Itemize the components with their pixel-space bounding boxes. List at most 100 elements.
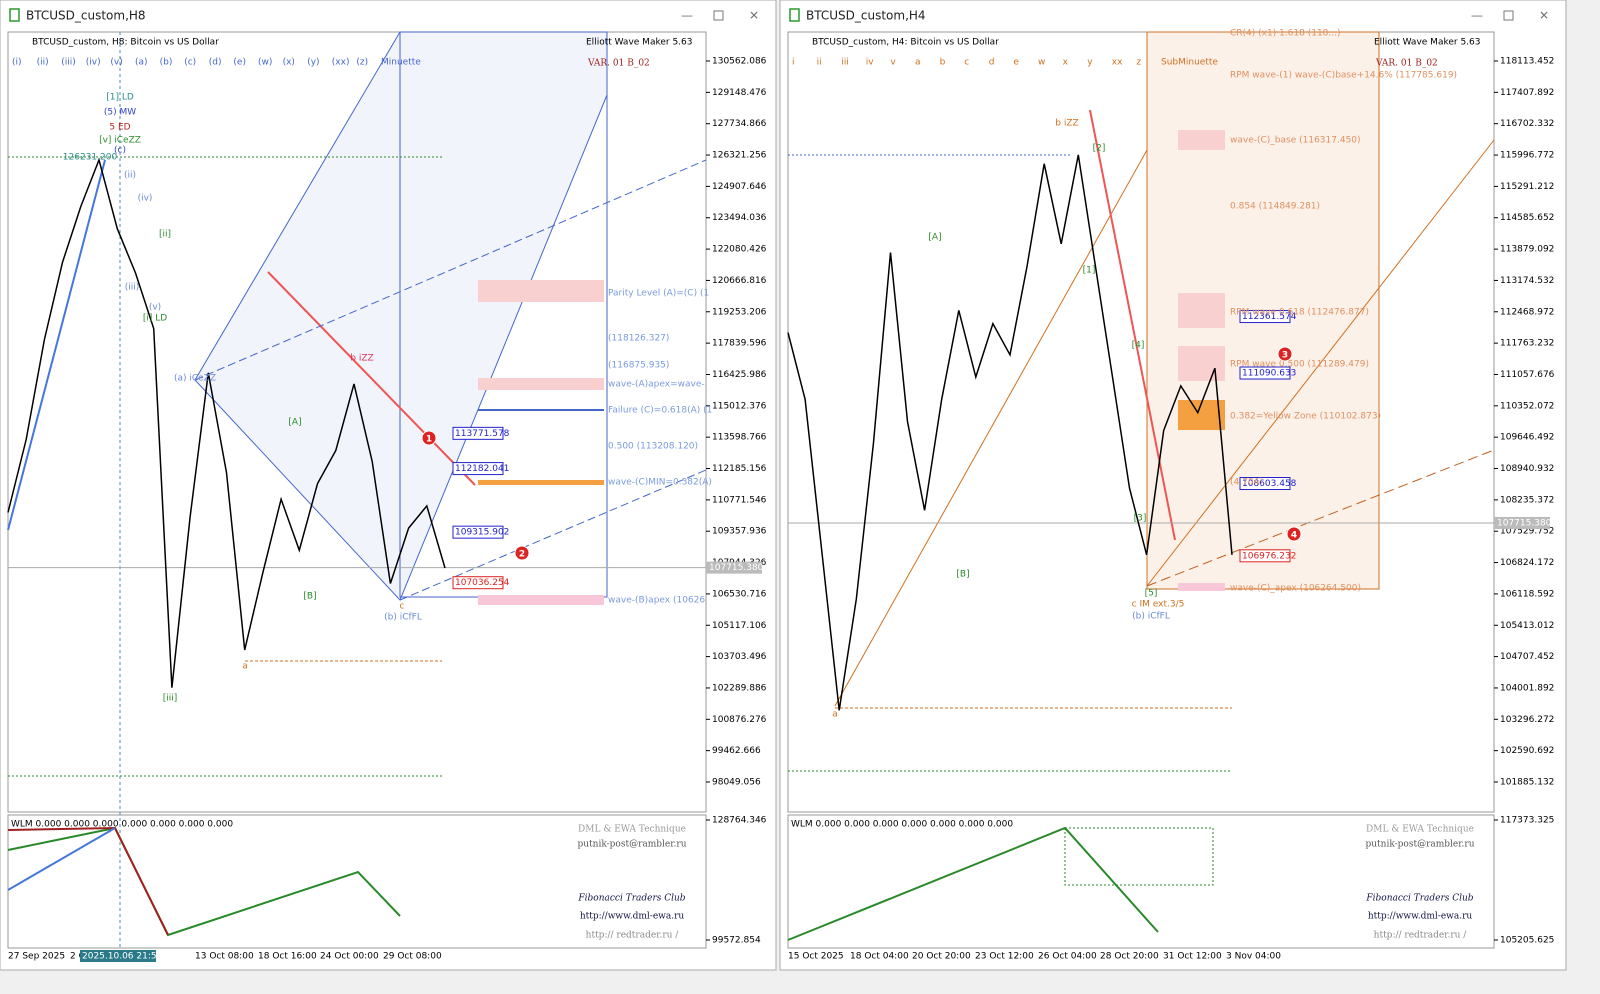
price-tag	[1239, 310, 1291, 324]
price-tick-label: 120666.816	[712, 276, 767, 286]
wave-button[interactable]: (x)	[283, 58, 295, 68]
price-tag	[452, 426, 504, 440]
trend-line	[1089, 109, 1176, 541]
time-label: 29 Oct 08:00	[383, 952, 442, 962]
wave-button[interactable]: a	[915, 58, 921, 68]
wave-button[interactable]: b	[940, 58, 946, 68]
price-tick-label: 101885.132	[1500, 778, 1554, 788]
price-tick-label: 108235.372	[1500, 495, 1554, 505]
price-tick-label: 102590.692	[1500, 746, 1554, 756]
price-tick-label: 115291.212	[1500, 182, 1554, 192]
price-tick-label: 119253.206	[712, 307, 767, 317]
fib-label: CR(4) (x1) 1.618 (118...)	[1230, 29, 1341, 39]
variant-label: VAR. 01 B_02	[587, 59, 650, 69]
wave-button[interactable]: ii	[817, 58, 822, 68]
price-tick-label: 109646.492	[1500, 433, 1554, 443]
indicator-text: WLM 0.000 0.000 0.000 0.000 0.000 0.000 …	[11, 820, 233, 830]
wave-button[interactable]: c	[964, 58, 969, 68]
wave-button[interactable]: i	[792, 58, 795, 68]
wave-button[interactable]: v	[890, 58, 896, 68]
indicator-tick-label: 99572.854	[712, 936, 761, 946]
price-tick-label: 111763.232	[1500, 339, 1554, 349]
price-tick-label: 129148.476	[712, 88, 767, 98]
price-tick-label: 102289.886	[712, 683, 767, 693]
price-tick-label: 103703.496	[712, 652, 767, 662]
wave-button[interactable]: iii	[841, 58, 849, 68]
trend-line	[834, 149, 1148, 707]
credit-text: http:// redtrader.ru /	[1374, 931, 1468, 941]
wave-button[interactable]: (y)	[307, 58, 319, 68]
maximize-button[interactable]	[1503, 10, 1514, 21]
wave-button[interactable]: (a)	[135, 58, 148, 68]
wave-label: [2]	[1093, 144, 1106, 154]
minimize-button[interactable]: —	[1471, 9, 1483, 23]
time-label: 27 Sep 2025	[8, 952, 65, 962]
fib-label: (4.704)	[1230, 478, 1263, 488]
price-tag	[452, 525, 504, 539]
price-tick-label: 110771.546	[712, 495, 767, 505]
price-tick-label: 123494.036	[712, 213, 767, 223]
wave-button[interactable]: (d)	[209, 58, 222, 68]
price-tick-label: 106530.716	[712, 589, 767, 599]
wave-button[interactable]: SubMinuette	[1161, 58, 1218, 68]
wave-button[interactable]: d	[989, 58, 995, 68]
zone	[1178, 583, 1225, 591]
wave-button[interactable]: (b)	[160, 58, 173, 68]
credit-text: http://www.dml-ewa.ru	[580, 912, 685, 922]
close-button[interactable]: ✕	[1539, 9, 1549, 23]
wave-button[interactable]: (e)	[233, 58, 246, 68]
wave-button[interactable]: iv	[866, 58, 875, 68]
wave-label: [v] iCeZZ	[99, 136, 141, 146]
wave-button[interactable]: (iii)	[61, 58, 76, 68]
price-tick-label: 113598.766	[712, 433, 767, 443]
wave-button[interactable]: (i)	[12, 58, 22, 68]
wave-label: [B]	[956, 570, 969, 580]
price-tick-label: 122080.426	[712, 245, 767, 255]
marker-label: 1	[426, 435, 432, 445]
wave-button[interactable]: xx	[1112, 58, 1123, 68]
window-title: BTCUSD_custom,H8	[26, 9, 146, 23]
wave-button[interactable]: w	[1038, 58, 1045, 68]
price-line	[7, 157, 446, 688]
wave-button[interactable]: (c)	[184, 58, 196, 68]
wave-label: [iii]	[163, 694, 178, 704]
wave-button[interactable]: (v)	[110, 58, 122, 68]
close-button[interactable]: ✕	[749, 9, 759, 23]
price-tick-label: 130562.086	[712, 57, 767, 67]
window-title: BTCUSD_custom,H4	[806, 9, 926, 23]
marker	[1286, 526, 1302, 542]
price-tag-label: 111090.633	[1242, 369, 1296, 379]
chart-window: BTCUSD_custom,H8 — ✕ BTCUSD_custom, H8: Bit…	[0, 0, 777, 971]
wave-button[interactable]: (z)	[356, 58, 368, 68]
wave-button[interactable]: (w)	[258, 58, 272, 68]
price-tick-label: 104707.452	[1500, 652, 1554, 662]
price-tick-label: 109357.936	[712, 527, 767, 537]
wlm-box	[1064, 827, 1214, 886]
wave-label: [3]	[1134, 514, 1147, 524]
wave-button[interactable]: x	[1063, 58, 1069, 68]
price-tag-label: 113771.578	[455, 429, 510, 439]
wave-button[interactable]: (xx)	[332, 58, 350, 68]
price-tag	[1239, 477, 1291, 491]
current-price-box	[1494, 516, 1550, 529]
wave-label: 5 ED	[109, 123, 130, 133]
time-label: 18 Oct 04:00	[850, 952, 909, 962]
wave-button[interactable]: (ii)	[37, 58, 49, 68]
wave-button[interactable]: (iv)	[86, 58, 101, 68]
minimize-button[interactable]: —	[681, 9, 693, 23]
zone	[1178, 130, 1225, 150]
wave-label: (5) MW	[104, 108, 136, 118]
trend-line	[7, 159, 106, 531]
marker-label: 2	[519, 550, 525, 560]
trend-line	[1146, 139, 1495, 587]
wave-button[interactable]: y	[1087, 58, 1093, 68]
fib-label: wave-(A)apex=wave-	[608, 380, 705, 390]
wave-label: [1] LD	[106, 93, 134, 103]
wave-button[interactable]: z	[1136, 58, 1141, 68]
maximize-button[interactable]	[713, 10, 724, 21]
price-tag-label: 106976.232	[1242, 551, 1296, 561]
wave-button[interactable]: e	[1013, 58, 1019, 68]
wave-button[interactable]: Minuette	[381, 58, 421, 68]
wave-label: b iZZ	[1055, 119, 1078, 129]
title-bar	[781, 1, 1565, 31]
